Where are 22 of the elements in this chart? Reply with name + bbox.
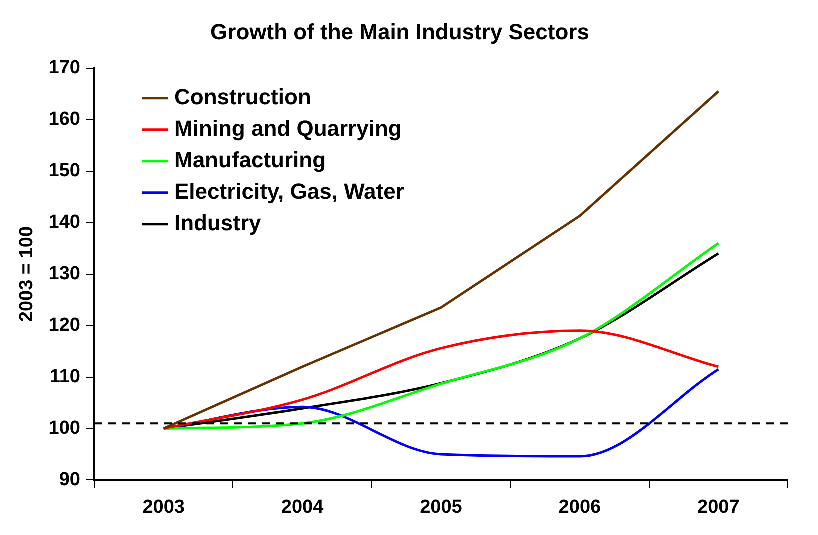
y-tick-label: 130 bbox=[48, 264, 80, 285]
x-tick-label: 2003 bbox=[142, 496, 185, 518]
x-tick-label: 2006 bbox=[558, 496, 602, 518]
y-tick-label: 170 bbox=[48, 58, 80, 79]
legend-label: Mining and Quarrying bbox=[174, 116, 402, 141]
legend-label: Industry bbox=[174, 210, 262, 236]
legend-label: Construction bbox=[174, 84, 312, 110]
x-tick-label: 2005 bbox=[420, 496, 463, 518]
y-tick-label: 150 bbox=[48, 160, 80, 182]
y-tick-label: 90 bbox=[59, 469, 80, 490]
chart-title: Growth of the Main Industry Sectors bbox=[210, 19, 590, 44]
x-tick-label: 2004 bbox=[281, 496, 324, 518]
y-tick-label: 160 bbox=[48, 109, 80, 130]
line-series bbox=[162, 330, 720, 430]
legend-label: Electricity, Gas, Water bbox=[174, 178, 405, 204]
y-tick-label: 120 bbox=[48, 315, 80, 336]
y-axis-title: 2003 = 100 bbox=[16, 226, 38, 322]
x-tick-label: 2007 bbox=[698, 496, 740, 518]
y-tick-label: 110 bbox=[50, 366, 80, 388]
legend-label: Manufacturing bbox=[174, 147, 326, 172]
y-tick-label: 140 bbox=[48, 212, 80, 234]
y-tick-label: 100 bbox=[48, 418, 80, 439]
